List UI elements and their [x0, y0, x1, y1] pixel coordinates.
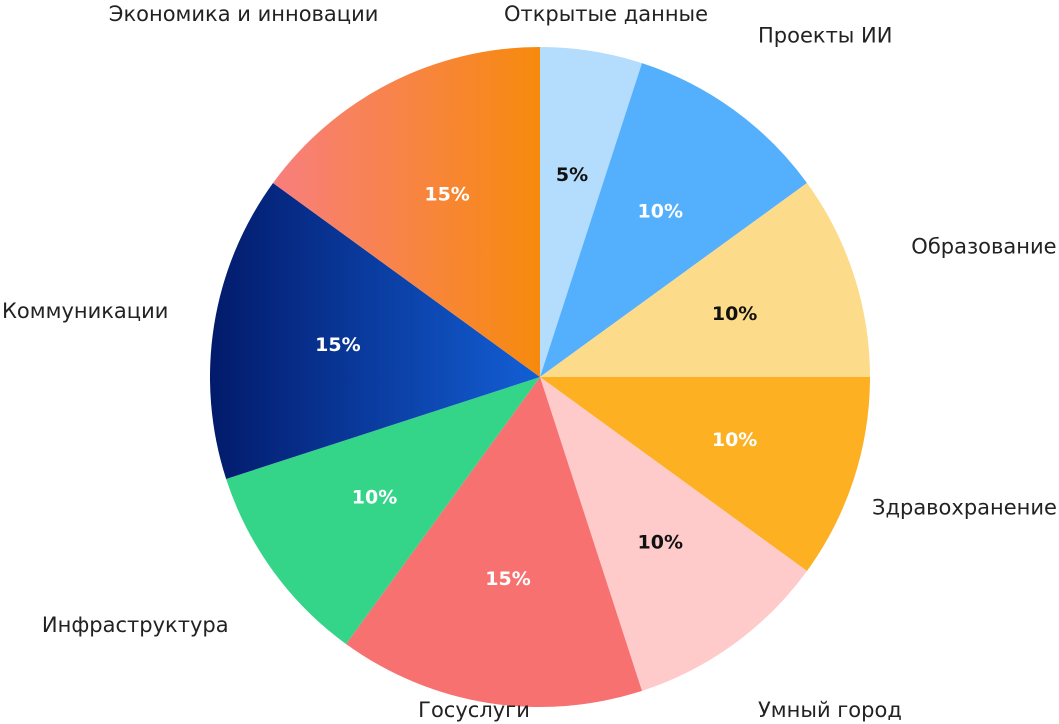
pie-slice — [540, 377, 870, 571]
slice-percentage-label: 15% — [424, 184, 469, 206]
pie-slice — [540, 63, 807, 378]
slice-percentage-label: 15% — [485, 568, 530, 590]
pie-slice — [346, 377, 642, 708]
pie-slice — [209, 183, 540, 479]
slice-category-label: Открытые данные — [504, 2, 708, 26]
slice-percentage-label: 15% — [315, 334, 360, 356]
slice-percentage-label: 10% — [638, 201, 683, 223]
slice-category-label: Коммуникации — [2, 299, 168, 323]
slice-percentage-label: 10% — [352, 486, 397, 508]
slice-category-label: Госуслуги — [418, 698, 530, 722]
pie-slice — [540, 183, 870, 377]
slice-category-label: Экономика и инновации — [109, 2, 379, 26]
slice-category-label: Инфраструктура — [42, 613, 229, 637]
slice-percentage-label: 10% — [638, 532, 683, 554]
slice-percentage-label: 5% — [556, 164, 588, 186]
slice-category-label: Умный город — [758, 698, 902, 722]
pie-slice — [540, 377, 807, 691]
pie-slice — [226, 377, 540, 644]
percentage-labels: 5% 10% 10% 10% 10% 15% 10% 15% 15% — [315, 164, 757, 590]
slice-percentage-label: 10% — [712, 303, 757, 325]
slice-category-label: Здравохранение — [872, 495, 1057, 519]
slice-category-label: Образование — [911, 235, 1056, 259]
pie-slices — [209, 47, 870, 708]
slice-percentage-label: 10% — [712, 429, 757, 451]
slice-category-label: Проекты ИИ — [758, 24, 892, 48]
pie-slice — [273, 47, 540, 377]
pie-slice — [540, 47, 642, 377]
